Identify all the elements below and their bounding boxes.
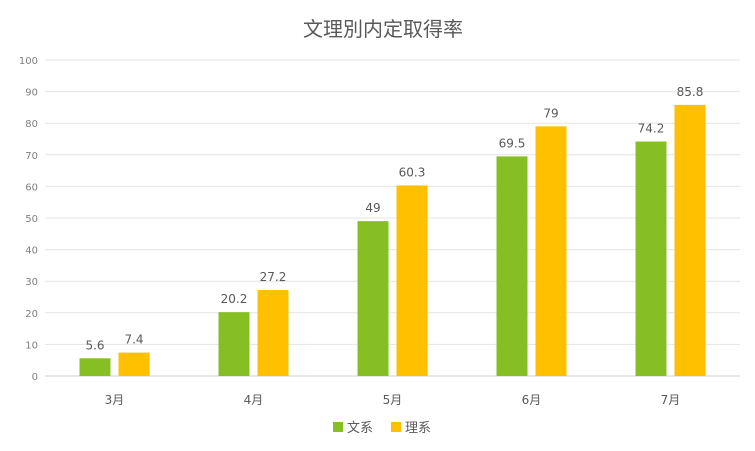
y-tick-label: 80: [25, 119, 38, 130]
bars: [79, 104, 706, 376]
legend: 文系 理系: [333, 421, 431, 436]
bar-bunkei: [635, 141, 667, 376]
gridlines: [45, 59, 740, 377]
data-label: 7.4: [124, 333, 143, 347]
y-tick-label: 60: [25, 182, 38, 193]
y-tick-label: 100: [19, 56, 38, 67]
y-axis-ticks: 0 10 20 30 40 50 60 70 80 90 100: [19, 56, 38, 383]
y-tick-label: 20: [25, 309, 38, 320]
bar-rikei: [674, 104, 706, 376]
legend-swatch: [391, 422, 401, 432]
data-label: 49: [365, 201, 380, 215]
legend-item: 文系: [333, 421, 373, 436]
y-tick-label: 40: [25, 246, 38, 257]
bar-rikei: [396, 185, 428, 376]
y-tick-label: 0: [32, 372, 38, 383]
y-tick-label: 50: [25, 214, 38, 225]
x-category-label: 4月: [244, 393, 264, 407]
data-label: 69.5: [499, 136, 526, 150]
legend-label: 文系: [347, 421, 373, 436]
bar-rikei: [118, 352, 150, 376]
bar-rikei: [257, 290, 289, 376]
data-label: 5.6: [85, 338, 104, 352]
x-category-label: 5月: [383, 393, 403, 407]
x-axis-categories: 3月 4月 5月 6月 7月: [105, 393, 681, 407]
x-category-label: 6月: [522, 393, 542, 407]
data-label: 79: [543, 106, 558, 120]
data-label: 85.8: [677, 85, 704, 99]
data-labels: 5.6 7.4 20.2 27.2 49 60.3 69.5 79 74.2 85.8: [85, 85, 703, 352]
data-label: 27.2: [260, 270, 287, 284]
y-tick-label: 70: [25, 151, 38, 162]
data-label: 74.2: [638, 122, 665, 136]
bar-bunkei: [496, 156, 528, 376]
data-label: 20.2: [221, 292, 248, 306]
bar-rikei: [535, 126, 567, 376]
legend-item: 理系: [391, 421, 431, 436]
bar-bunkei: [218, 312, 250, 376]
legend-label: 理系: [405, 421, 431, 436]
y-tick-label: 90: [25, 88, 38, 99]
chart-title: 文理別内定取得率: [303, 17, 463, 41]
bar-bunkei: [357, 221, 389, 376]
bar-bunkei: [79, 358, 111, 376]
x-category-label: 7月: [661, 393, 681, 407]
data-label: 60.3: [399, 165, 426, 179]
legend-swatch: [333, 422, 343, 432]
y-tick-label: 30: [25, 277, 38, 288]
y-tick-label: 10: [25, 340, 38, 351]
x-category-label: 3月: [105, 393, 125, 407]
